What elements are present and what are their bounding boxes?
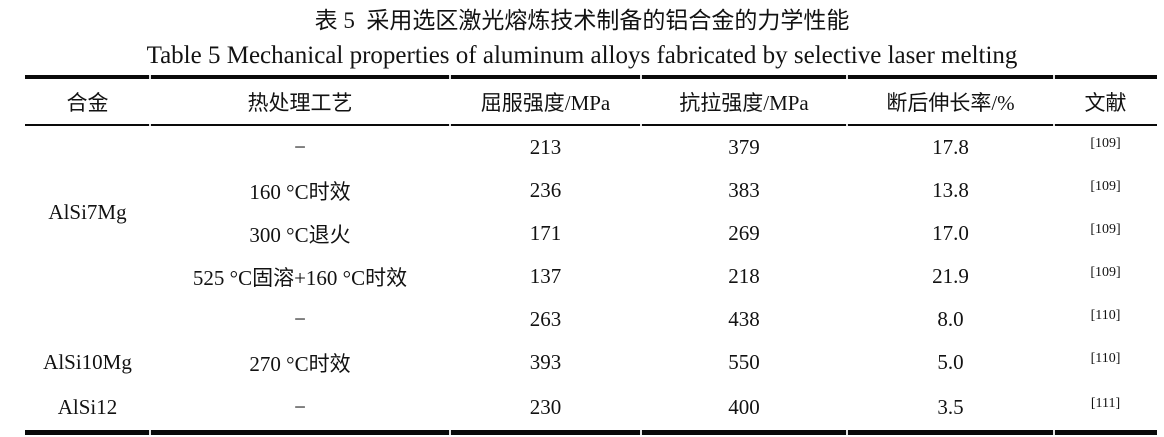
cell-tensile-strength: 438 bbox=[728, 307, 760, 331]
table-row: AlSi7Mg − 213 379 17.8 [109] bbox=[25, 126, 1157, 224]
cell-reference: [109] bbox=[1054, 212, 1157, 255]
cell-reference: [110] bbox=[1054, 341, 1157, 384]
cell-tensile-strength: 383 bbox=[728, 178, 760, 202]
cell-tensile-strength: 379 bbox=[728, 135, 760, 159]
cell-tensile-strength: 269 bbox=[728, 221, 760, 245]
table-caption-en: Table 5 Mechanical properties of aluminu… bbox=[146, 42, 1018, 69]
rule-gap bbox=[846, 124, 848, 126]
table-row: AlSi12 − 230 400 3.5 [111] bbox=[25, 384, 1157, 435]
table-row: 525 °C固溶+160 °C时效 137 218 21.9 [109] bbox=[25, 255, 1157, 298]
cell-treatment: − bbox=[294, 135, 306, 159]
cell-tensile-strength: 550 bbox=[728, 350, 760, 374]
rule-gap bbox=[449, 124, 451, 126]
cell-elongation: 13.8 bbox=[932, 178, 969, 202]
cell-yield-strength: 230 bbox=[450, 384, 641, 435]
rule-gap bbox=[640, 430, 642, 435]
reference-superscript: [110] bbox=[1090, 351, 1121, 366]
cell-treatment: 270 °C时效 bbox=[249, 351, 351, 376]
cell-alloy: AlSi7Mg bbox=[48, 199, 127, 224]
cell-reference: [110] bbox=[1054, 298, 1157, 341]
reference-superscript: [111] bbox=[1090, 395, 1121, 411]
rule-gap bbox=[640, 124, 642, 126]
table-caption-zh: 表 5 采用选区激光熔炼技术制备的铝合金的力学性能 bbox=[314, 8, 850, 33]
reference-superscript: [109] bbox=[1090, 265, 1121, 280]
reference-superscript: [109] bbox=[1090, 222, 1121, 237]
cell-treatment: − bbox=[294, 307, 306, 331]
col-header-treatment: 热处理工艺 bbox=[150, 75, 450, 126]
rule-gap bbox=[149, 124, 151, 126]
rule-gap bbox=[846, 430, 848, 435]
header-row: 合金 热处理工艺 屈服强度/MPa 抗拉强度/MPa 断后伸长率/% 文献 bbox=[25, 75, 1157, 126]
cell-reference: [109] bbox=[1054, 126, 1157, 169]
table-container: 合金 热处理工艺 屈服强度/MPa 抗拉强度/MPa 断后伸长率/% 文献 Al… bbox=[25, 75, 1157, 435]
rule-gap bbox=[449, 75, 451, 79]
table-row: 300 °C退火 171 269 17.0 [109] bbox=[25, 212, 1157, 255]
col-header-alloy: 合金 bbox=[25, 75, 150, 126]
cell-treatment: 300 °C退火 bbox=[249, 222, 351, 247]
cell-yield-strength: 393 bbox=[529, 350, 562, 374]
cell-yield-strength: 171 bbox=[529, 221, 562, 245]
cell-elongation: 3.5 bbox=[847, 384, 1054, 435]
table-row: AlSi10Mg 270 °C时效 393 550 5.0 [110] bbox=[25, 341, 1157, 384]
cell-elongation: 21.9 bbox=[932, 264, 969, 288]
cell-elongation: 17.0 bbox=[932, 221, 969, 245]
cell-yield-strength: 137 bbox=[529, 264, 562, 288]
rule-gap bbox=[1053, 430, 1055, 435]
properties-table: 合金 热处理工艺 屈服强度/MPa 抗拉强度/MPa 断后伸长率/% 文献 Al… bbox=[25, 75, 1157, 435]
cell-elongation: 8.0 bbox=[937, 307, 964, 331]
rule-gap bbox=[1053, 124, 1055, 126]
rule-gap bbox=[640, 75, 642, 79]
rule-gap bbox=[846, 75, 848, 79]
col-header-yield-strength: 屈服强度/MPa bbox=[450, 75, 641, 126]
rule-gap bbox=[149, 75, 151, 79]
cell-alloy: AlSi12 bbox=[25, 384, 150, 435]
reference-superscript: [110] bbox=[1090, 308, 1121, 323]
cell-reference: [109] bbox=[1054, 169, 1157, 212]
cell-elongation: 5.0 bbox=[937, 350, 964, 374]
rule-gap bbox=[449, 430, 451, 435]
cell-alloy: AlSi10Mg bbox=[43, 350, 132, 374]
cell-yield-strength: 213 bbox=[529, 135, 562, 159]
cell-elongation: 17.8 bbox=[932, 135, 969, 159]
cell-treatment: 525 °C固溶+160 °C时效 bbox=[192, 265, 408, 290]
rule-gap bbox=[149, 430, 151, 435]
cell-yield-strength: 263 bbox=[529, 307, 562, 331]
rule-gap bbox=[1053, 75, 1055, 79]
cell-yield-strength: 236 bbox=[529, 178, 562, 202]
reference-superscript: [109] bbox=[1090, 136, 1121, 151]
cell-tensile-strength: 400 bbox=[641, 384, 847, 435]
cell-tensile-strength: 218 bbox=[728, 264, 760, 288]
col-header-reference: 文献 bbox=[1054, 75, 1157, 126]
cell-treatment: − bbox=[150, 384, 450, 435]
col-header-elongation: 断后伸长率/% bbox=[847, 75, 1054, 126]
cell-reference: [109] bbox=[1054, 255, 1157, 298]
table-row: 160 °C时效 236 383 13.8 [109] bbox=[25, 169, 1157, 212]
col-header-tensile-strength: 抗拉强度/MPa bbox=[641, 75, 847, 126]
table-row: − 263 438 8.0 [110] bbox=[25, 298, 1157, 341]
cell-treatment: 160 °C时效 bbox=[249, 179, 351, 204]
reference-superscript: [109] bbox=[1090, 179, 1121, 194]
cell-reference: [111] bbox=[1054, 384, 1157, 435]
cell-alloy bbox=[25, 298, 150, 341]
